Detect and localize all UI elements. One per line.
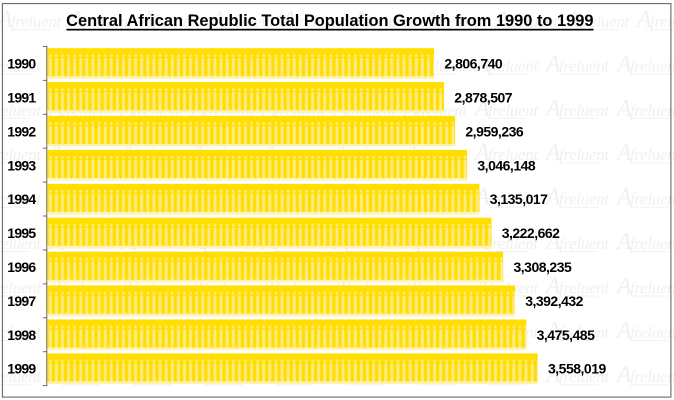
- svg-text:3,222,662: 3,222,662: [502, 225, 560, 241]
- svg-text:1991: 1991: [7, 90, 36, 106]
- svg-text:1992: 1992: [7, 123, 36, 139]
- svg-text:1997: 1997: [7, 293, 36, 309]
- svg-text:1995: 1995: [7, 225, 36, 241]
- svg-text:3,475,485: 3,475,485: [537, 327, 595, 343]
- svg-text:1998: 1998: [7, 327, 36, 343]
- svg-text:3,558,019: 3,558,019: [548, 361, 606, 377]
- svg-text:1994: 1994: [7, 191, 36, 207]
- svg-text:2,959,236: 2,959,236: [465, 123, 523, 139]
- svg-text:1999: 1999: [7, 361, 36, 377]
- svg-text:3,392,432: 3,392,432: [525, 293, 583, 309]
- svg-text:Central African Republic Total: Central African Republic Total Populatio…: [66, 12, 593, 30]
- svg-text:2,806,740: 2,806,740: [444, 56, 502, 72]
- svg-text:3,135,017: 3,135,017: [490, 191, 548, 207]
- svg-text:3,308,235: 3,308,235: [514, 259, 572, 275]
- svg-text:1990: 1990: [7, 56, 36, 72]
- svg-text:1996: 1996: [7, 259, 36, 275]
- svg-text:1993: 1993: [7, 157, 36, 173]
- svg-text:2,878,507: 2,878,507: [454, 90, 512, 106]
- svg-text:3,046,148: 3,046,148: [477, 157, 535, 173]
